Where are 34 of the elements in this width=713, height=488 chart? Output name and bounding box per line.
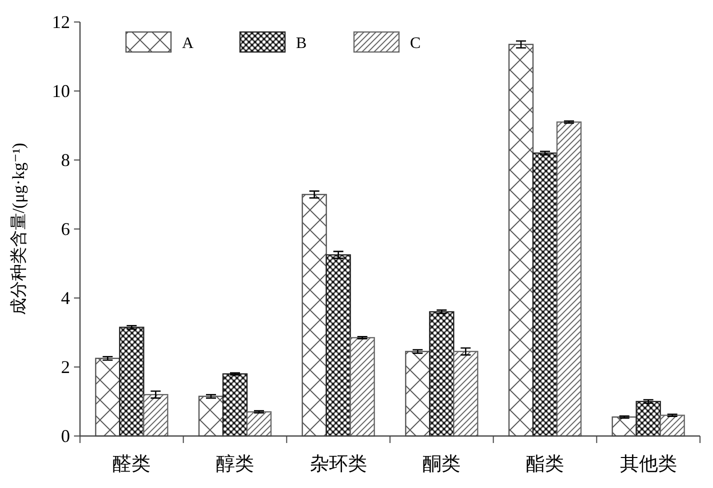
y-tick-label: 10	[52, 81, 70, 101]
bar	[119, 326, 144, 437]
y-tick-label: 4	[61, 288, 70, 308]
bar	[246, 411, 272, 437]
x-tick-label: 其他类	[620, 454, 677, 475]
bar	[302, 194, 327, 437]
bar	[198, 396, 224, 437]
bar	[636, 400, 661, 437]
legend-label: A	[182, 35, 194, 52]
y-axis-title: 成分种类含量/(μg·kg⁻¹)	[9, 142, 28, 316]
x-tick-label: 醇类	[216, 454, 254, 475]
bar	[350, 337, 375, 437]
bar	[532, 152, 558, 437]
bar	[660, 414, 685, 437]
x-tick-label: 酯类	[526, 454, 564, 475]
bar	[405, 350, 430, 437]
bar	[95, 358, 120, 437]
bar	[429, 311, 454, 437]
y-tick-label: 2	[61, 357, 70, 377]
bar	[326, 254, 351, 437]
y-tick-label: 12	[52, 12, 70, 32]
y-tick-label: 6	[61, 219, 70, 239]
bar	[143, 394, 168, 437]
bar	[222, 373, 248, 437]
y-tick-label: 0	[61, 426, 70, 446]
legend-label: C	[410, 35, 421, 52]
bar	[508, 44, 534, 437]
x-tick-label: 酮类	[422, 454, 461, 475]
y-tick-label: 8	[61, 150, 70, 170]
bar	[453, 350, 478, 437]
legend-label: B	[296, 35, 307, 52]
x-tick-label: 杂环类	[310, 454, 367, 475]
x-tick-label: 醛类	[112, 454, 151, 475]
bar	[556, 121, 582, 437]
